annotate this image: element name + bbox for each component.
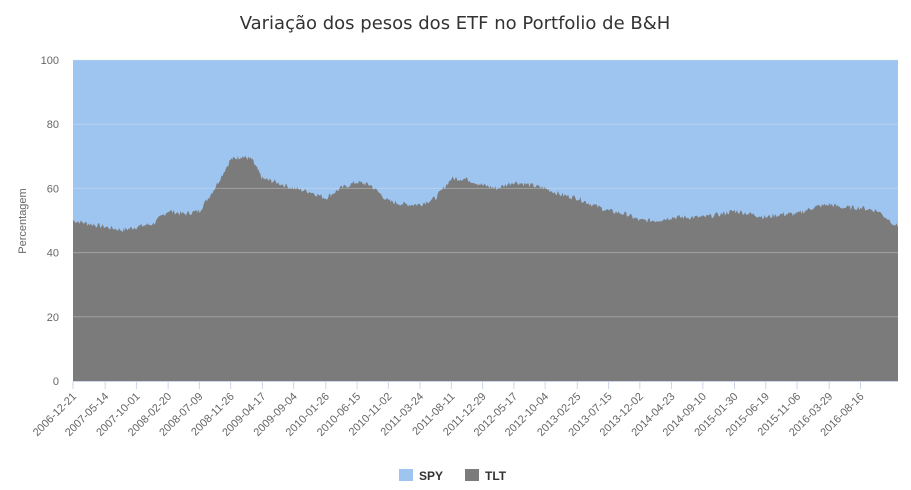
legend[interactable]: SPY TLT (399, 469, 507, 483)
y-tick-label: 20 (47, 312, 59, 324)
y-tick-label: 40 (47, 248, 59, 260)
legend-item-tlt[interactable]: TLT (465, 469, 507, 483)
y-tick-label: 60 (47, 183, 59, 195)
x-axis: 2006-12-212007-05-142007-10-012008-02-20… (31, 381, 867, 439)
plot-area (73, 60, 898, 381)
legend-swatch (399, 469, 413, 481)
grid (73, 59, 898, 382)
legend-label: TLT (485, 469, 507, 483)
legend-swatch (465, 469, 479, 481)
series-tlt-area (73, 155, 898, 381)
y-axis: 0 20 40 60 80 100 (41, 55, 59, 388)
legend-label: SPY (419, 469, 443, 483)
y-axis-label: Percentagem (17, 188, 29, 253)
legend-item-spy[interactable]: SPY (399, 469, 443, 483)
y-tick-label: 100 (41, 55, 59, 67)
y-tick-label: 0 (53, 376, 59, 388)
chart-title: Variação dos pesos dos ETF no Portfolio … (240, 13, 671, 34)
y-tick-label: 80 (47, 119, 59, 131)
